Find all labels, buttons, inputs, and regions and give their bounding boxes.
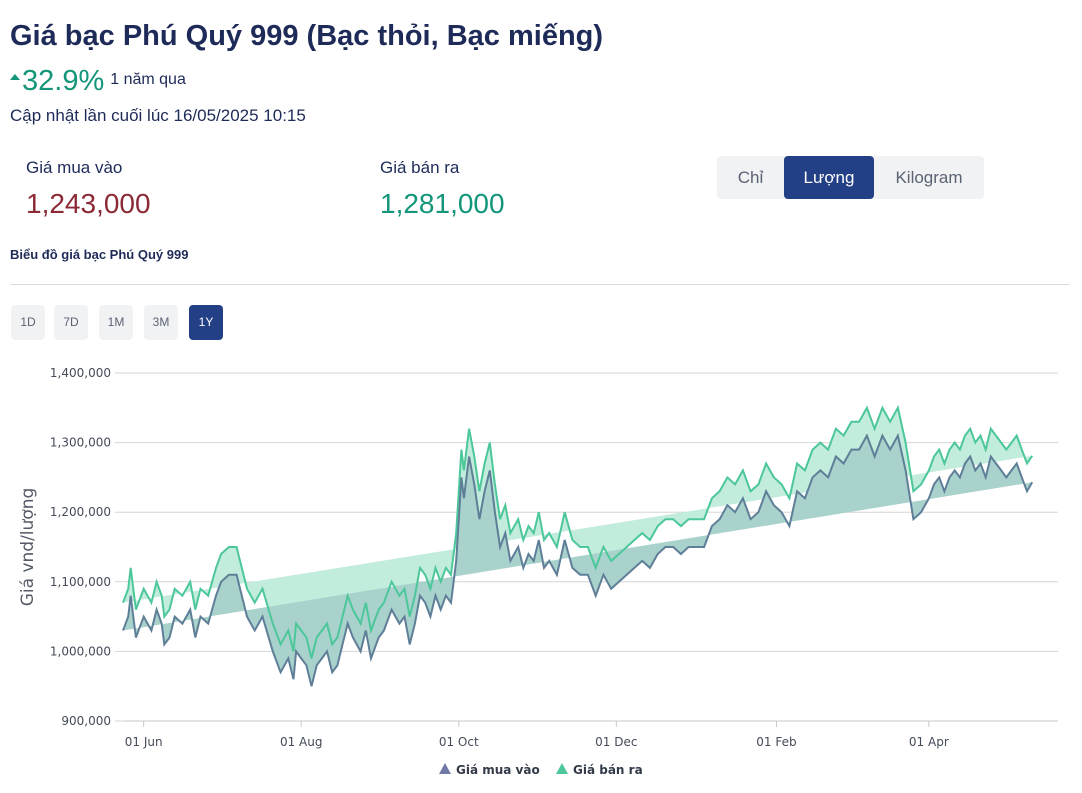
unit-tab-kilogram[interactable]: Kilogram bbox=[895, 168, 963, 187]
last-updated: Cập nhật lần cuối lúc 16/05/2025 10:15 bbox=[10, 106, 306, 125]
y-axis-labels: 900,000 1,000,000 1,100,000 1,200,000 1,300,… bbox=[50, 366, 111, 728]
y-tick-label: 1,400,000 bbox=[50, 366, 111, 380]
x-tick-label: 01 Feb bbox=[756, 735, 796, 749]
arrow-up-icon bbox=[10, 74, 20, 80]
range-1d-button[interactable]: 1D bbox=[11, 305, 45, 340]
y-tick-label: 900,000 bbox=[61, 714, 111, 728]
y-tick-label: 1,200,000 bbox=[50, 505, 111, 519]
y-axis-title: Giá vnd/lượng bbox=[18, 488, 38, 607]
x-tick-label: 01 Aug bbox=[280, 735, 323, 749]
chart-heading: Biểu đồ giá bạc Phú Quý 999 bbox=[10, 247, 189, 262]
x-tick-label: 01 Oct bbox=[439, 735, 479, 749]
y-tick-label: 1,100,000 bbox=[50, 575, 111, 589]
legend-buy-label[interactable]: Giá mua vào bbox=[456, 763, 540, 777]
sell-price-label: Giá bán ra bbox=[380, 158, 460, 177]
legend-sell-marker[interactable] bbox=[556, 763, 568, 774]
x-tick-label: 01 Dec bbox=[595, 735, 637, 749]
buy-price-area bbox=[123, 435, 1033, 687]
buy-price-value: 1,243,000 bbox=[26, 188, 151, 219]
range-1m-button[interactable]: 1M bbox=[99, 305, 133, 340]
y-tick-label: 1,300,000 bbox=[50, 436, 111, 450]
range-1y-button[interactable]: 1Y bbox=[189, 305, 223, 340]
x-tick-label: 01 Apr bbox=[909, 735, 949, 749]
sell-price-value: 1,281,000 bbox=[380, 188, 505, 219]
legend-sell-label[interactable]: Giá bán ra bbox=[573, 763, 643, 777]
divider bbox=[10, 284, 1070, 285]
legend-buy-marker[interactable] bbox=[439, 763, 451, 774]
page-title: Giá bạc Phú Quý 999 (Bạc thỏi, Bạc miếng… bbox=[10, 20, 604, 52]
unit-tabs: Chỉ Lượng Kilogram bbox=[717, 156, 984, 199]
change-period: 1 năm qua bbox=[110, 71, 186, 88]
unit-tab-chi[interactable]: Chỉ bbox=[737, 168, 764, 187]
x-tick-label: 01 Jun bbox=[125, 735, 163, 749]
y-tick-label: 1,000,000 bbox=[50, 644, 111, 658]
sell-price-box: Giá bán ra 1,281,000 bbox=[380, 158, 505, 220]
range-7d-button[interactable]: 7D bbox=[54, 305, 88, 340]
price-chart: 900,000 1,000,000 1,100,000 1,200,000 1,300,… bbox=[18, 366, 1058, 777]
change-row: 32.9% 1 năm qua bbox=[10, 64, 186, 98]
change-percent: 32.9% bbox=[22, 65, 105, 97]
sell-price-line bbox=[122, 405, 1034, 659]
unit-tab-luong[interactable]: Lượng bbox=[784, 156, 874, 199]
buy-price-line bbox=[122, 432, 1034, 687]
buy-price-label: Giá mua vào bbox=[26, 158, 123, 177]
x-axis-labels: 01 Jun 01 Aug 01 Oct 01 Dec 01 Feb 01 Apr bbox=[125, 721, 949, 749]
range-3m-button[interactable]: 3M bbox=[144, 305, 178, 340]
buy-price-box: Giá mua vào 1,243,000 bbox=[26, 158, 151, 220]
chart-legend: Giá mua vào Giá bán ra bbox=[439, 763, 643, 777]
